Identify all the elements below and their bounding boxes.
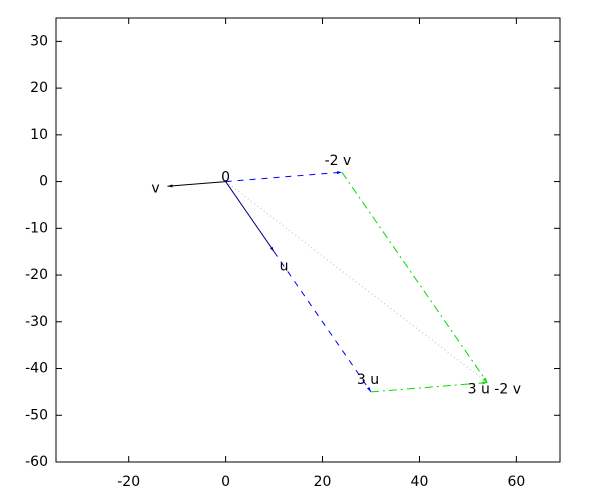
y-tick-label: 30 — [30, 33, 48, 49]
vector — [167, 181, 226, 188]
x-tick-label: 60 — [507, 474, 525, 490]
y-tick-label: 20 — [30, 80, 48, 96]
y-tick-label: 10 — [30, 127, 48, 143]
vector — [341, 171, 488, 383]
point-label: -2 v — [325, 153, 352, 169]
point-label: u — [280, 259, 289, 275]
point-label: 3 u -2 v — [468, 382, 521, 398]
x-tick-label: 0 — [221, 474, 230, 490]
point-label: 3 u — [357, 372, 379, 388]
vector — [370, 381, 488, 393]
x-tick-label: 20 — [314, 474, 332, 490]
y-tick-label: -40 — [25, 361, 48, 377]
point-label: 0 — [221, 170, 230, 186]
x-tick-label: 40 — [411, 474, 429, 490]
vector — [225, 181, 275, 252]
vector — [225, 171, 342, 183]
plot-frame — [55, 17, 561, 463]
y-tick-label: -10 — [25, 220, 48, 236]
point-label: v — [151, 180, 159, 196]
y-tick-label: -20 — [25, 267, 48, 283]
x-tick-label: -20 — [117, 474, 140, 490]
y-tick-label: -60 — [25, 454, 48, 470]
vector — [225, 181, 488, 383]
vector — [273, 251, 372, 393]
y-tick-label: -50 — [25, 407, 48, 423]
y-tick-label: -30 — [25, 314, 48, 330]
y-tick-label: 0 — [39, 174, 48, 190]
